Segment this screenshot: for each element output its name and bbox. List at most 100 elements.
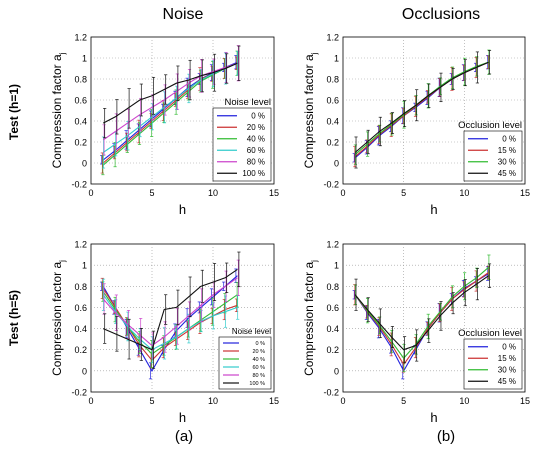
series-4 [102, 259, 240, 359]
y-tick-label: 1 [82, 261, 87, 271]
legend-label: 0 % [256, 341, 266, 347]
x-axis-label: h [179, 202, 186, 217]
legend-title: Noise level [232, 327, 271, 336]
y-tick-label: 0.2 [326, 138, 339, 148]
panel-letter-b: (b) [437, 428, 455, 445]
y-tick-label: 1 [334, 261, 339, 271]
chart-panels: -0.200.20.40.60.811.20 5 10 15hCompression … [50, 33, 530, 426]
series-5 [102, 45, 241, 139]
y-tick-label: 0 [82, 366, 87, 376]
series-line [354, 273, 489, 373]
x-axis-label: h [179, 410, 186, 425]
y-tick-label: -0.2 [323, 180, 339, 190]
legend-label: 60 % [247, 146, 265, 155]
row-title-test-h5: Test (h=5) [7, 290, 21, 346]
legend-title: Noise level [225, 97, 271, 108]
legend-title: Occlusion level [458, 120, 522, 131]
x-tick-label: 15 [269, 188, 279, 198]
x-axis-label: h [430, 202, 437, 217]
x-tick-label: 5 [401, 188, 406, 198]
x-tick-label: 15 [520, 396, 530, 406]
y-tick-label: 0 [334, 366, 339, 376]
legend-label: 15 % [498, 146, 516, 155]
legend-label: 0 % [502, 135, 516, 144]
legend: Occlusion level 0 % 15 % 30 % 45 % [458, 120, 523, 182]
y-tick-label: 0.6 [326, 96, 339, 106]
y-tick-label: 0.4 [74, 117, 87, 127]
x-tick-label: 10 [208, 396, 218, 406]
y-tick-label: 1.2 [74, 240, 87, 250]
legend-label: 100 % [249, 381, 265, 387]
legend-label: 15 % [498, 354, 516, 363]
series-2 [353, 254, 491, 373]
legend-title: Occlusion level [458, 328, 522, 339]
legend-label: 80 % [247, 158, 265, 167]
series-line [102, 268, 238, 351]
y-tick-label: 1 [82, 54, 87, 64]
legend: Noise level 0 % 20 % 40 % 60 % 80 % 100 % [212, 97, 272, 182]
chart-bottom-left: -0.200.20.40.60.811.20 5 10 15hCompression … [50, 240, 279, 426]
legend-label: 100 % [242, 169, 265, 178]
y-tick-label: 1.2 [74, 33, 87, 43]
series-line [102, 62, 238, 166]
legend-label: 20 % [247, 123, 265, 132]
y-tick-label: 1.2 [326, 33, 339, 43]
legend-label: 30 % [498, 366, 516, 375]
y-tick-label: 0.8 [74, 75, 87, 85]
y-tick-label: 0.6 [326, 303, 339, 313]
y-tick-label: 0.8 [326, 282, 339, 292]
legend-label: 40 % [247, 135, 265, 144]
y-tick-label: 0.8 [74, 282, 87, 292]
y-axis-label: Compression factor aj [50, 260, 67, 376]
series-line [102, 62, 238, 141]
y-tick-label: 0.4 [326, 324, 339, 334]
series-line [354, 266, 489, 360]
column-title-noise: Noise [163, 6, 204, 23]
x-tick-label: 10 [208, 188, 218, 198]
y-tick-label: 0.8 [326, 75, 339, 85]
series-line [102, 62, 238, 124]
y-axis-label: Compression factor aj [302, 260, 319, 376]
x-tick-label: 0 [340, 396, 345, 406]
series-3 [354, 263, 492, 364]
y-tick-label: 0.4 [74, 324, 87, 334]
chart-top-left: -0.200.20.40.60.811.20 5 10 15hCompression … [50, 33, 279, 218]
x-tick-label: 0 [340, 188, 345, 198]
legend: Noise level 0 % 20 % 40 % 60 % 80 % 100 % [218, 327, 272, 390]
legend-label: 0 % [251, 112, 265, 121]
y-tick-label: 0 [334, 159, 339, 169]
legend-label: 20 % [252, 349, 265, 355]
legend: Occlusion level 0 % 15 % 30 % 45 % [458, 328, 523, 390]
legend-label: 60 % [252, 365, 265, 371]
legend-box [218, 336, 272, 390]
series-line [102, 62, 238, 153]
row-title-test-h1: Test (h=1) [7, 84, 21, 140]
y-tick-label: -0.2 [71, 388, 87, 398]
series-line [102, 294, 238, 351]
x-axis-label: h [430, 410, 437, 425]
column-title-occlusions: Occlusions [402, 6, 480, 23]
y-tick-label: 1.2 [326, 240, 339, 250]
series-3 [354, 50, 492, 169]
legend-label: 0 % [502, 343, 516, 352]
series-line [354, 61, 489, 153]
y-tick-label: 0.6 [74, 96, 87, 106]
y-tick-label: 0.6 [74, 303, 87, 313]
x-tick-label: 5 [149, 396, 154, 406]
legend-label: 45 % [498, 377, 516, 386]
legend-label: 45 % [498, 169, 516, 178]
x-tick-label: 0 [88, 396, 93, 406]
y-axis-label: Compression factor aj [302, 52, 319, 168]
legend-label: 80 % [252, 373, 265, 379]
y-tick-label: -0.2 [323, 388, 339, 398]
x-tick-label: 10 [459, 396, 469, 406]
series-5 [102, 251, 241, 369]
y-axis-label: Compression factor aj [50, 52, 67, 168]
x-tick-label: 0 [88, 188, 93, 198]
chart-top-right: -0.200.20.40.60.811.20 5 10 15hCompression … [302, 33, 530, 218]
legend-box [212, 107, 272, 182]
y-tick-label: 0.2 [326, 345, 339, 355]
x-tick-label: 15 [520, 188, 530, 198]
y-tick-label: -0.2 [71, 180, 87, 190]
